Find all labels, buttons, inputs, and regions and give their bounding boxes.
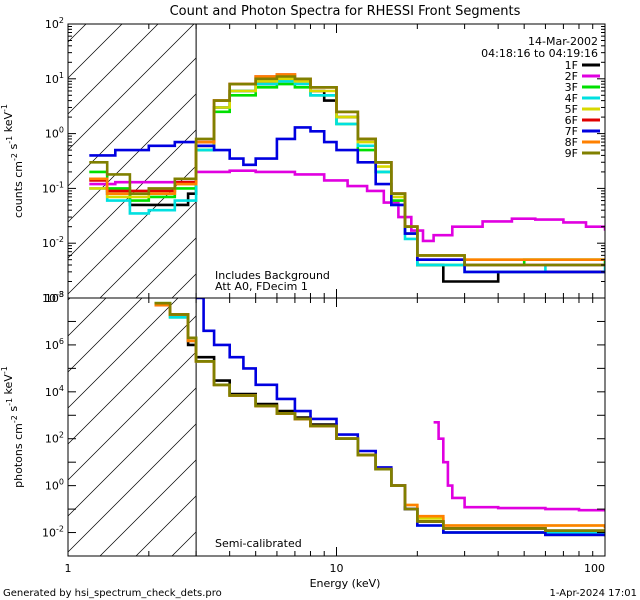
- photons-y-axis-label: photons cm-2 s-1 keV-1: [0, 366, 25, 488]
- legend-label-3f: 3F: [565, 81, 578, 94]
- hatch-line: [68, 24, 267, 223]
- attenuator-hatch-group: [68, 24, 605, 556]
- counts-y-tick-label: 10-3: [42, 290, 64, 305]
- hatch-line: [68, 298, 179, 409]
- hatch-line: [68, 24, 195, 151]
- hatch-line: [68, 24, 231, 187]
- footer-timestamp: 1-Apr-2024 17:01: [550, 588, 637, 599]
- legend-label-4f: 4F: [565, 92, 578, 105]
- photons-hatch-region: [68, 298, 605, 556]
- chart-title: Count and Photon Spectra for RHESSI Fron…: [170, 4, 521, 19]
- hatch-line: [68, 298, 143, 373]
- photons-y-tick-label: 102: [45, 431, 64, 446]
- photons-y-tick-label: 108: [45, 290, 64, 305]
- photons-y-tick-label: 10-2: [42, 525, 64, 540]
- legend-label-1f: 1F: [565, 59, 578, 72]
- counts-hatch-mask: [196, 24, 605, 298]
- counts-hatch-region: [68, 24, 605, 298]
- counts-y-axis-label: counts cm-2 s-1 keV-1: [0, 104, 25, 218]
- axes-group: 1 10 100: [65, 23, 606, 575]
- photons-annotation-1: Semi-calibrated: [215, 537, 302, 550]
- date-label: 14-Mar-2002: [528, 35, 598, 48]
- y-axis-labels: 10-3 10-2 10-1 100 101 102 counts cm-2 s-1 keV…: [0, 16, 64, 540]
- photons-hatch-mask: [196, 298, 605, 556]
- curves-group: [89, 73, 605, 537]
- hatch-line: [68, 298, 215, 445]
- counts-y-tick-label: 100: [45, 126, 64, 141]
- time-range-label: 04:18:16 to 04:19:16: [481, 47, 598, 60]
- x-tick-label: 1: [65, 562, 72, 575]
- counts-annotation-1: Includes Background: [215, 269, 330, 282]
- x-tick-label: 10: [330, 562, 344, 575]
- hatch-line: [68, 298, 251, 481]
- counts-y-tick-label: 10-1: [42, 180, 64, 195]
- legend-label-5f: 5F: [565, 103, 578, 116]
- counts-annotation-2: Att A0, FDecim 1: [215, 280, 308, 293]
- photons-series-7f: [196, 298, 605, 537]
- photons-y-tick-label: 104: [45, 384, 64, 399]
- hatch-line: [68, 24, 159, 115]
- legend-label-9f: 9F: [565, 147, 578, 160]
- counts-y-tick-label: 10-2: [42, 235, 64, 250]
- photons-series-9f: [154, 301, 605, 533]
- legend-label-8f: 8F: [565, 136, 578, 149]
- photons-series-2f: [433, 421, 605, 512]
- counts-y-tick-label: 102: [45, 16, 64, 31]
- counts-series-9f: [89, 75, 605, 267]
- x-axis-label: Energy (keV): [310, 577, 381, 590]
- legend-label-6f: 6F: [565, 114, 578, 127]
- legend-label-7f: 7F: [565, 125, 578, 138]
- x-tick-label: 100: [584, 562, 605, 575]
- counts-series-2f: [89, 169, 605, 243]
- counts-y-tick-label: 101: [45, 71, 64, 86]
- legend-label-2f: 2F: [565, 70, 578, 83]
- photons-y-tick-label: 106: [45, 337, 64, 352]
- photons-y-tick-label: 100: [45, 478, 64, 493]
- footer-generator: Generated by hsi_spectrum_check_dets.pro: [3, 588, 222, 599]
